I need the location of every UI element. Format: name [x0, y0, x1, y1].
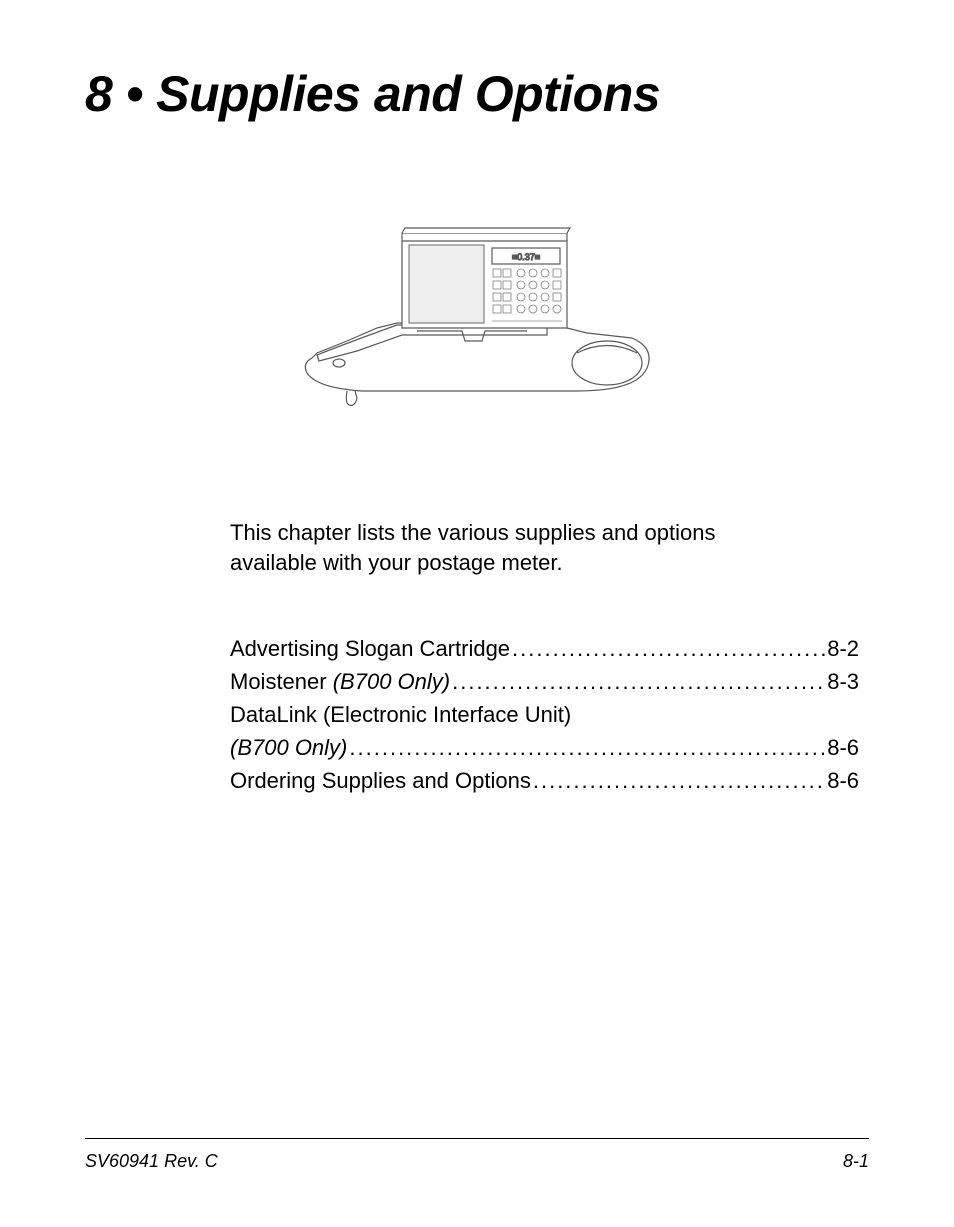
toc-entry-label: Advertising Slogan Cartridge [230, 632, 510, 665]
toc-entry: DataLink (Electronic Interface Unit) [230, 698, 859, 731]
toc-dot-leader: ........................................… [510, 632, 827, 665]
footer-pagenum: 8-1 [843, 1151, 869, 1172]
intro-line-2: available with your postage meter. [230, 550, 563, 575]
toc-entry: Moistener (B700 Only)...................… [230, 665, 859, 698]
intro-line-1: This chapter lists the various supplies … [230, 520, 715, 545]
toc-entry-page: 8-6 [827, 731, 859, 764]
chapter-separator: • [126, 66, 143, 122]
intro-paragraph: This chapter lists the various supplies … [230, 518, 859, 577]
toc-entry-label: Ordering Supplies and Options [230, 764, 531, 797]
toc-entry-page: 8-2 [827, 632, 859, 665]
toc-entry-label: (B700 Only) [230, 731, 347, 764]
footer-docid: SV60941 Rev. C [85, 1151, 218, 1172]
content-block: This chapter lists the various supplies … [230, 518, 859, 797]
toc-dot-leader: ........................................… [450, 665, 827, 698]
toc-dot-leader: ........................................… [531, 764, 827, 797]
chapter-title: 8 • Supplies and Options [85, 65, 869, 123]
svg-text:≡0.37≡: ≡0.37≡ [512, 252, 540, 262]
chapter-number: 8 [85, 66, 112, 122]
toc-entry: Ordering Supplies and Options ..........… [230, 764, 859, 797]
toc-entry-label: DataLink (Electronic Interface Unit) [230, 702, 571, 727]
toc-entry: Advertising Slogan Cartridge............… [230, 632, 859, 665]
toc-entry: (B700 Only) ............................… [230, 731, 859, 764]
toc-entry-label: Moistener (B700 Only) [230, 665, 450, 698]
table-of-contents: Advertising Slogan Cartridge............… [230, 632, 859, 797]
device-illustration: ≡0.37≡ [287, 213, 667, 413]
toc-dot-leader: ........................................… [347, 731, 827, 764]
chapter-title-text: Supplies and Options [156, 66, 660, 122]
toc-entry-page: 8-3 [827, 665, 859, 698]
toc-entry-page: 8-6 [827, 764, 859, 797]
page-footer: SV60941 Rev. C 8-1 [85, 1138, 869, 1172]
